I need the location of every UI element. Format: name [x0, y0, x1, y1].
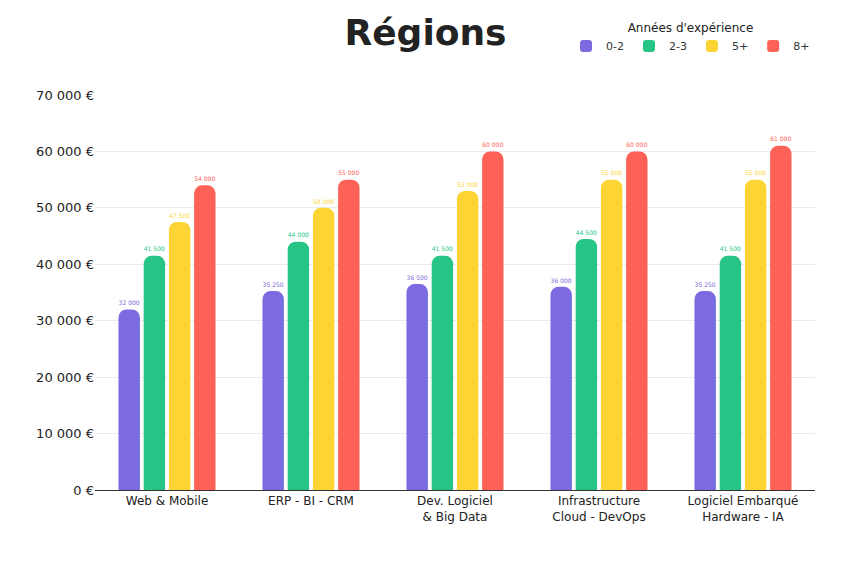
svg-text:50 000 €: 50 000 €: [36, 200, 94, 215]
svg-text:10 000 €: 10 000 €: [36, 426, 94, 441]
svg-text:55 000: 55 000: [745, 169, 766, 176]
svg-text:Régions: Régions: [344, 12, 506, 53]
svg-text:54 000: 54 000: [194, 175, 215, 182]
svg-text:8+: 8+: [793, 40, 809, 53]
svg-text:60 000 €: 60 000 €: [36, 144, 94, 159]
svg-text:0-2: 0-2: [606, 40, 624, 53]
svg-text:Années d'expérience: Années d'expérience: [628, 21, 754, 35]
svg-text:44 500: 44 500: [576, 229, 597, 236]
svg-text:ERP - BI - CRM: ERP - BI - CRM: [268, 494, 354, 508]
svg-text:61 000: 61 000: [770, 135, 791, 142]
svg-text:60 000: 60 000: [482, 141, 503, 148]
svg-text:32 000: 32 000: [119, 299, 140, 306]
svg-text:InfrastructureCloud - DevOps: InfrastructureCloud - DevOps: [552, 494, 645, 524]
svg-text:5+: 5+: [732, 40, 748, 53]
svg-text:41 500: 41 500: [432, 245, 453, 252]
svg-text:50 000: 50 000: [313, 198, 334, 205]
svg-text:41 500: 41 500: [144, 245, 165, 252]
svg-text:Logiciel EmbarquéHardware - IA: Logiciel EmbarquéHardware - IA: [688, 494, 799, 524]
svg-text:0 €: 0 €: [73, 483, 94, 498]
svg-text:55 000: 55 000: [601, 169, 622, 176]
svg-text:36 000: 36 000: [551, 277, 572, 284]
svg-text:36 500: 36 500: [407, 274, 428, 281]
svg-text:55 000: 55 000: [338, 169, 359, 176]
svg-text:35 250: 35 250: [695, 281, 716, 288]
svg-text:44 000: 44 000: [288, 231, 309, 238]
svg-text:2-3: 2-3: [669, 40, 687, 53]
svg-text:70 000 €: 70 000 €: [36, 88, 94, 103]
svg-text:20 000 €: 20 000 €: [36, 370, 94, 385]
svg-text:60 000: 60 000: [626, 141, 647, 148]
svg-text:Dev. Logiciel& Big Data: Dev. Logiciel& Big Data: [417, 494, 493, 524]
svg-text:41 500: 41 500: [720, 245, 741, 252]
svg-text:30 000 €: 30 000 €: [36, 313, 94, 328]
svg-text:35 250: 35 250: [263, 281, 284, 288]
svg-text:47 500: 47 500: [169, 212, 190, 219]
svg-text:40 000 €: 40 000 €: [36, 257, 94, 272]
svg-text:53 000: 53 000: [457, 181, 478, 188]
svg-text:Web & Mobile: Web & Mobile: [126, 494, 209, 508]
